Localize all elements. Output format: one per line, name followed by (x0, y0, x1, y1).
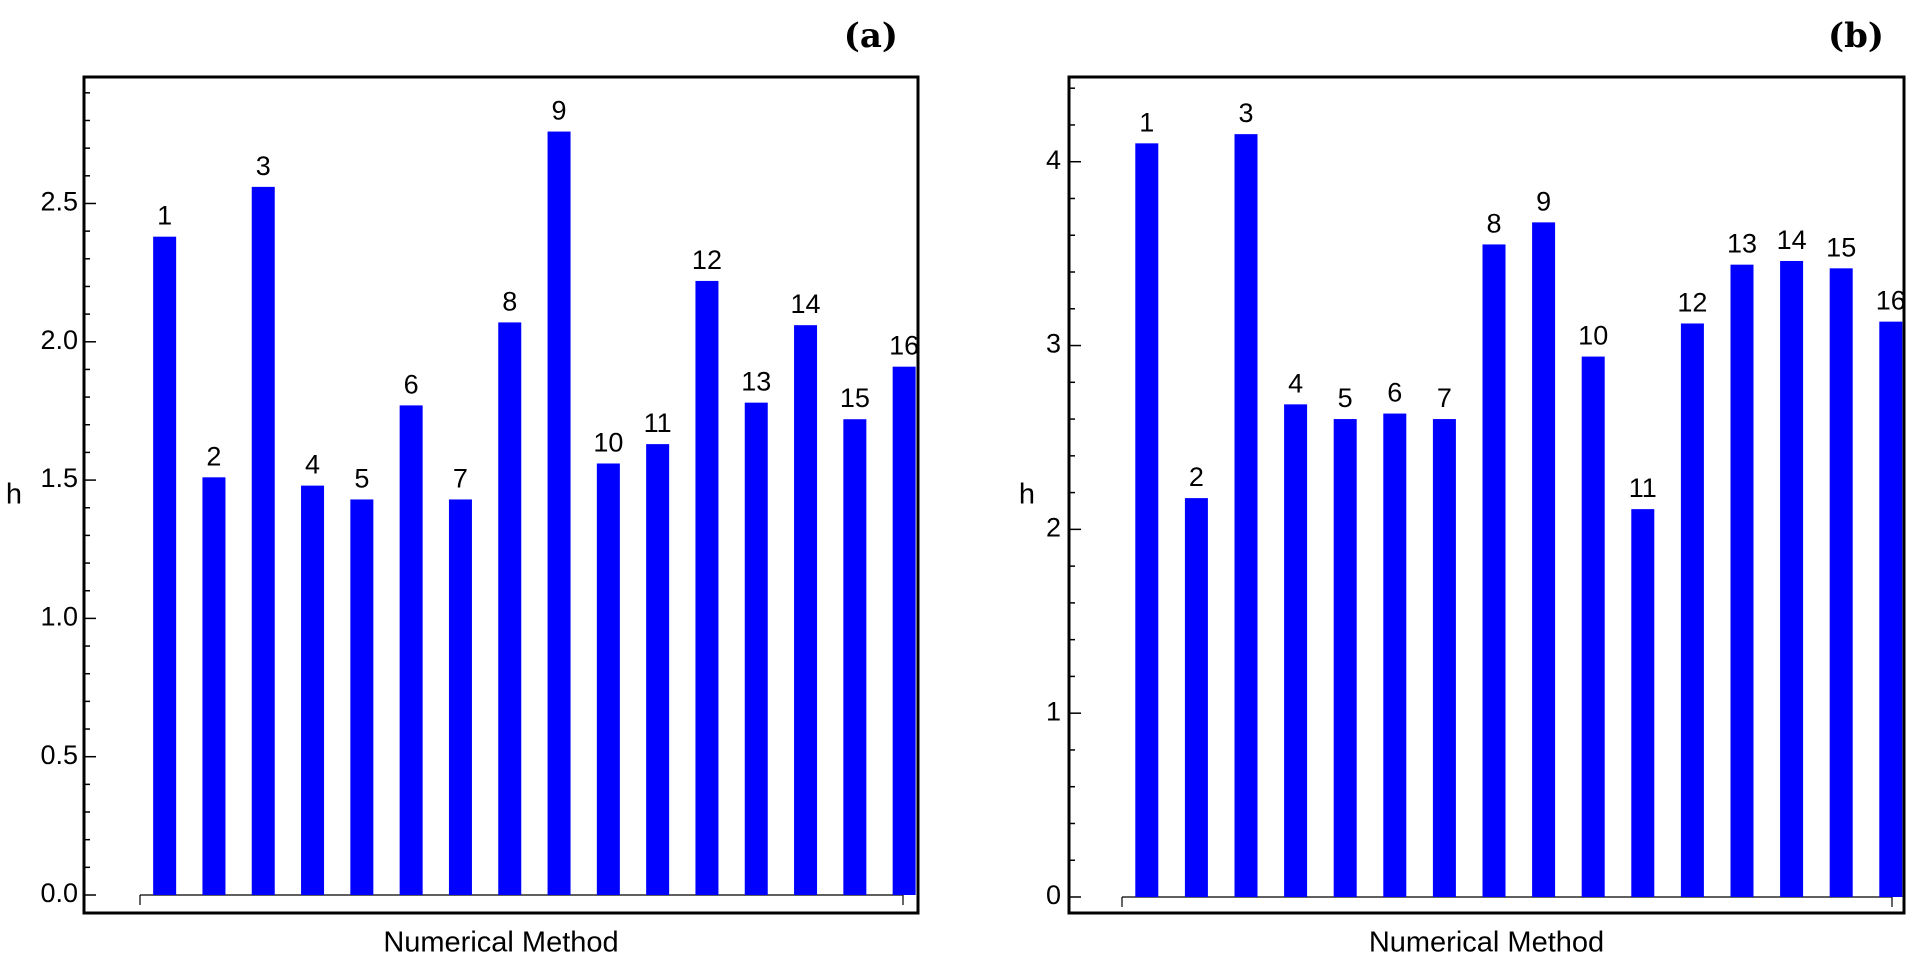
bar (547, 131, 571, 896)
bar-label: 8 (502, 286, 517, 316)
bar (1135, 143, 1159, 897)
bar (1780, 260, 1804, 897)
bar (1184, 498, 1208, 897)
bar (744, 402, 768, 895)
y-tick-label: 3 (1046, 329, 1061, 359)
plot-frame (82, 75, 920, 915)
bar-label: 14 (1777, 225, 1807, 255)
y-axis-label: h (6, 479, 22, 511)
bar (843, 419, 867, 895)
bar (1879, 321, 1903, 897)
y-tick-label: 0.0 (40, 878, 78, 908)
bar-label: 6 (1387, 378, 1402, 408)
bar-label: 1 (1139, 107, 1154, 137)
bar-label: 11 (1629, 473, 1657, 503)
bar-label: 2 (206, 441, 221, 471)
bar (350, 499, 374, 895)
bar-label: 12 (1677, 287, 1707, 317)
bar (202, 477, 226, 895)
bar-label: 13 (741, 367, 771, 397)
bar (153, 236, 177, 896)
bar (695, 280, 719, 895)
bar (1829, 268, 1853, 897)
bar-label: 4 (1288, 368, 1303, 398)
bar (1284, 404, 1308, 897)
bar-label: 16 (889, 331, 919, 361)
bar-label: 5 (1338, 383, 1353, 413)
bar-label: 7 (453, 463, 468, 493)
bar (1383, 413, 1407, 897)
panel-tag: (a) (844, 16, 898, 56)
bar (1730, 264, 1754, 897)
y-tick-label: 2 (1046, 512, 1061, 542)
y-tick-label: 4 (1046, 145, 1061, 175)
bar (399, 405, 423, 895)
y-tick-label: 1.5 (40, 463, 78, 493)
x-axis-label: Numerical Method (1369, 927, 1604, 959)
bar-label: 2 (1189, 462, 1204, 492)
bar-label: 3 (1238, 98, 1253, 128)
bar (1680, 323, 1704, 897)
y-tick-label: 2.5 (40, 187, 78, 217)
bar-label: 14 (791, 289, 821, 319)
bar (1432, 419, 1456, 897)
bar (251, 186, 275, 896)
bar (1333, 419, 1357, 897)
bar-label: 15 (840, 383, 870, 413)
bar-label: 12 (692, 245, 722, 275)
bar-label: 5 (354, 463, 369, 493)
plot-frame (1067, 75, 1906, 915)
bar (1482, 244, 1506, 897)
bar (892, 366, 916, 896)
x-axis-label: Numerical Method (383, 927, 618, 959)
bar-label: 15 (1826, 232, 1856, 262)
bar-label: 8 (1486, 208, 1501, 238)
bar (646, 444, 670, 895)
bar-label: 4 (305, 450, 320, 480)
y-tick-label: 0 (1046, 880, 1061, 910)
bar (1631, 509, 1655, 897)
bar (301, 485, 325, 895)
bar (596, 463, 620, 895)
bar-label: 6 (404, 369, 419, 399)
bar-label: 13 (1727, 229, 1757, 259)
bar (498, 322, 522, 895)
bar (1532, 222, 1556, 898)
bar (1581, 356, 1605, 897)
bar (794, 325, 818, 895)
y-tick-label: 0.5 (40, 740, 78, 770)
bar (448, 499, 472, 895)
bar-label: 11 (644, 408, 672, 438)
bar-label: 16 (1876, 286, 1906, 316)
bar-label: 7 (1437, 383, 1452, 413)
bar-label: 1 (157, 201, 172, 231)
y-axis-label: h (1019, 479, 1035, 511)
y-tick-label: 1.0 (40, 602, 78, 632)
bar-label: 9 (1536, 186, 1551, 216)
y-tick-label: 1 (1046, 696, 1061, 726)
y-tick-label: 2.0 (40, 325, 78, 355)
bar-label: 9 (552, 96, 567, 126)
bar-label: 3 (256, 151, 271, 181)
bar-label: 10 (593, 427, 623, 457)
bar-label: 10 (1578, 321, 1608, 351)
bar (1234, 134, 1258, 898)
panel-tag: (b) (1828, 16, 1884, 56)
